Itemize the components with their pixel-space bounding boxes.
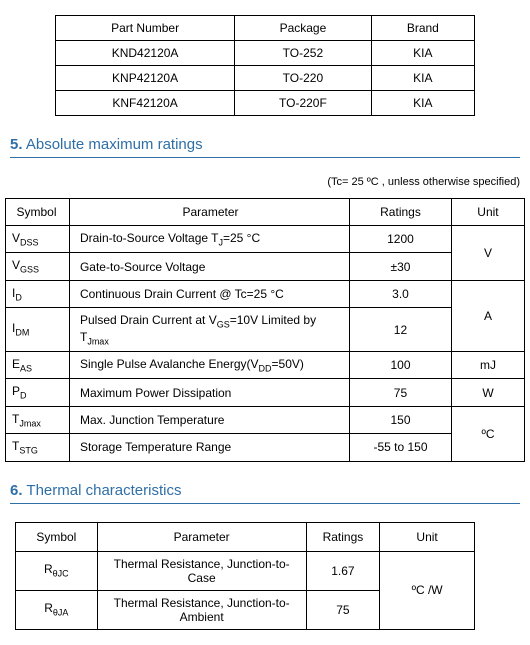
thermal-table: Symbol Parameter Ratings Unit RθJCTherma… [15, 522, 475, 630]
parts-table: Part Number Package Brand KND42120A TO-2… [55, 15, 475, 116]
section5-condition: (Tc= 25 ºC , unless otherwise specified) [5, 176, 520, 188]
table-row: IDMPulsed Drain Current at VGS=10V Limit… [6, 308, 525, 352]
table-row: PDMaximum Power Dissipation75W [6, 379, 525, 406]
section6-underline [10, 503, 520, 504]
parts-header-brand: Brand [371, 16, 474, 41]
table-row: IDContinuous Drain Current @ Tc=25 °C3.0… [6, 280, 525, 307]
table-row: VGSSGate-to-Source Voltage±30 [6, 253, 525, 280]
section5-title: 5. Absolute maximum ratings [10, 136, 520, 153]
parts-header-partnumber: Part Number [56, 16, 235, 41]
parts-header-package: Package [235, 16, 372, 41]
table-row: EASSingle Pulse Avalanche Energy(VDD=50V… [6, 351, 525, 378]
table-row: KND42120A TO-252 KIA [56, 41, 475, 66]
table-row: RθJCThermal Resistance, Junction-to-Case… [16, 551, 475, 590]
section5-underline [10, 157, 520, 158]
table-row: KNP42120A TO-220 KIA [56, 66, 475, 91]
section6-title: 6. Thermal characteristics [10, 482, 520, 499]
table-row: KNF42120A TO-220F KIA [56, 91, 475, 116]
table-row: TJmaxMax. Junction Temperature150ºC [6, 406, 525, 433]
table-row: VDSSDrain-to-Source Voltage TJ=25 °C1200… [6, 226, 525, 253]
ratings-table: Symbol Parameter Ratings Unit VDSSDrain-… [5, 198, 525, 462]
table-row: TSTGStorage Temperature Range-55 to 150 [6, 434, 525, 461]
